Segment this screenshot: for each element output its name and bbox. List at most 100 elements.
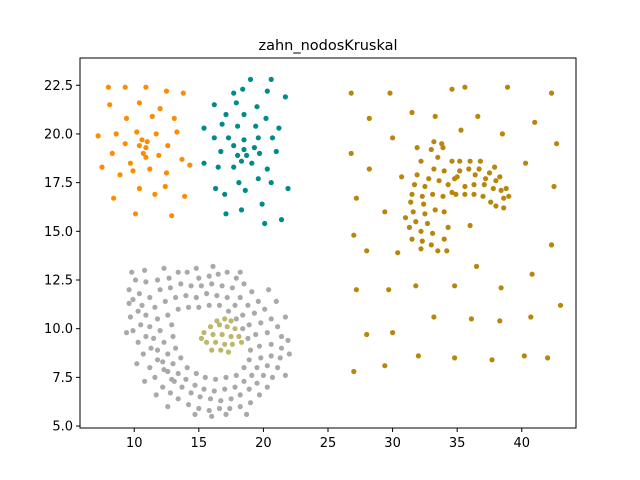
data-point: [170, 361, 176, 367]
data-point: [418, 228, 424, 234]
data-point: [441, 168, 447, 174]
data-point: [157, 106, 163, 112]
y-tick-label: 10.0: [44, 322, 73, 337]
data-point: [223, 111, 229, 118]
data-point: [95, 133, 101, 139]
data-point: [268, 76, 274, 82]
data-point: [457, 158, 463, 164]
data-point: [431, 139, 437, 145]
data-point: [148, 345, 154, 351]
data-point: [153, 392, 159, 398]
data-point: [183, 376, 189, 382]
data-point: [262, 220, 268, 227]
data-point: [498, 285, 504, 291]
data-point: [113, 131, 119, 137]
data-point: [136, 100, 142, 106]
data-point: [154, 347, 161, 353]
data-point: [273, 298, 279, 304]
data-point: [227, 405, 233, 412]
data-point: [366, 115, 372, 121]
data-point: [132, 277, 139, 283]
data-point: [213, 339, 219, 345]
data-point: [258, 355, 264, 361]
data-point: [130, 328, 136, 334]
data-point: [206, 273, 212, 279]
data-point: [167, 285, 173, 291]
data-point: [247, 400, 254, 406]
data-point: [386, 287, 392, 293]
data-point: [286, 351, 292, 357]
data-point: [204, 339, 210, 345]
data-point: [269, 135, 276, 141]
data-point: [179, 384, 185, 390]
data-point: [236, 180, 242, 186]
data-point: [238, 339, 245, 345]
data-point: [224, 294, 230, 301]
data-point: [134, 361, 140, 367]
data-point: [178, 281, 184, 287]
data-point: [499, 131, 505, 137]
data-point: [170, 333, 176, 340]
data-point: [169, 322, 175, 328]
data-point: [268, 353, 274, 359]
data-point: [249, 372, 255, 378]
data-point: [165, 404, 171, 410]
y-tick-label: 20.0: [44, 127, 73, 142]
data-point: [282, 314, 288, 320]
data-point: [175, 306, 181, 312]
data-point: [473, 263, 480, 269]
data-point: [139, 137, 145, 143]
data-point: [165, 143, 171, 149]
data-point: [105, 84, 111, 90]
data-point: [351, 232, 357, 238]
data-point: [408, 199, 414, 205]
x-tick-label: 40: [513, 436, 530, 451]
data-point: [206, 407, 212, 414]
data-point: [173, 345, 179, 351]
data-point: [285, 185, 291, 192]
data-point: [207, 324, 214, 330]
data-point: [162, 183, 168, 190]
data-point: [109, 150, 115, 156]
data-point: [201, 160, 207, 166]
data-point: [169, 213, 175, 219]
data-point: [254, 365, 260, 371]
data-point: [264, 384, 270, 390]
data-point: [256, 150, 263, 156]
data-point: [266, 287, 272, 293]
data-point: [178, 355, 184, 361]
data-point: [196, 304, 202, 310]
data-point: [445, 182, 451, 188]
data-point: [214, 293, 220, 299]
data-point: [521, 353, 527, 359]
data-point: [211, 102, 217, 108]
data-point: [213, 185, 219, 192]
data-point: [454, 174, 460, 180]
data-point: [432, 207, 438, 213]
data-point: [233, 100, 239, 106]
data-point: [462, 84, 468, 90]
data-point: [452, 283, 458, 289]
data-point: [222, 386, 228, 392]
data-point: [174, 129, 180, 135]
data-point: [198, 283, 204, 289]
data-point: [262, 306, 268, 312]
data-point: [196, 405, 202, 412]
data-point: [237, 404, 243, 410]
y-tick-label: 7.5: [52, 371, 73, 386]
data-point: [426, 176, 432, 182]
data-point: [430, 191, 436, 197]
data-point: [444, 248, 450, 254]
data-point: [259, 201, 265, 207]
data-point: [182, 193, 188, 199]
data-point: [218, 148, 224, 155]
x-tick-label: 20: [255, 436, 272, 451]
data-point: [149, 113, 155, 119]
data-point: [216, 322, 223, 328]
data-point: [440, 145, 446, 151]
data-point: [475, 113, 481, 119]
data-point: [188, 390, 194, 396]
data-point: [431, 166, 437, 172]
data-point: [138, 322, 144, 328]
